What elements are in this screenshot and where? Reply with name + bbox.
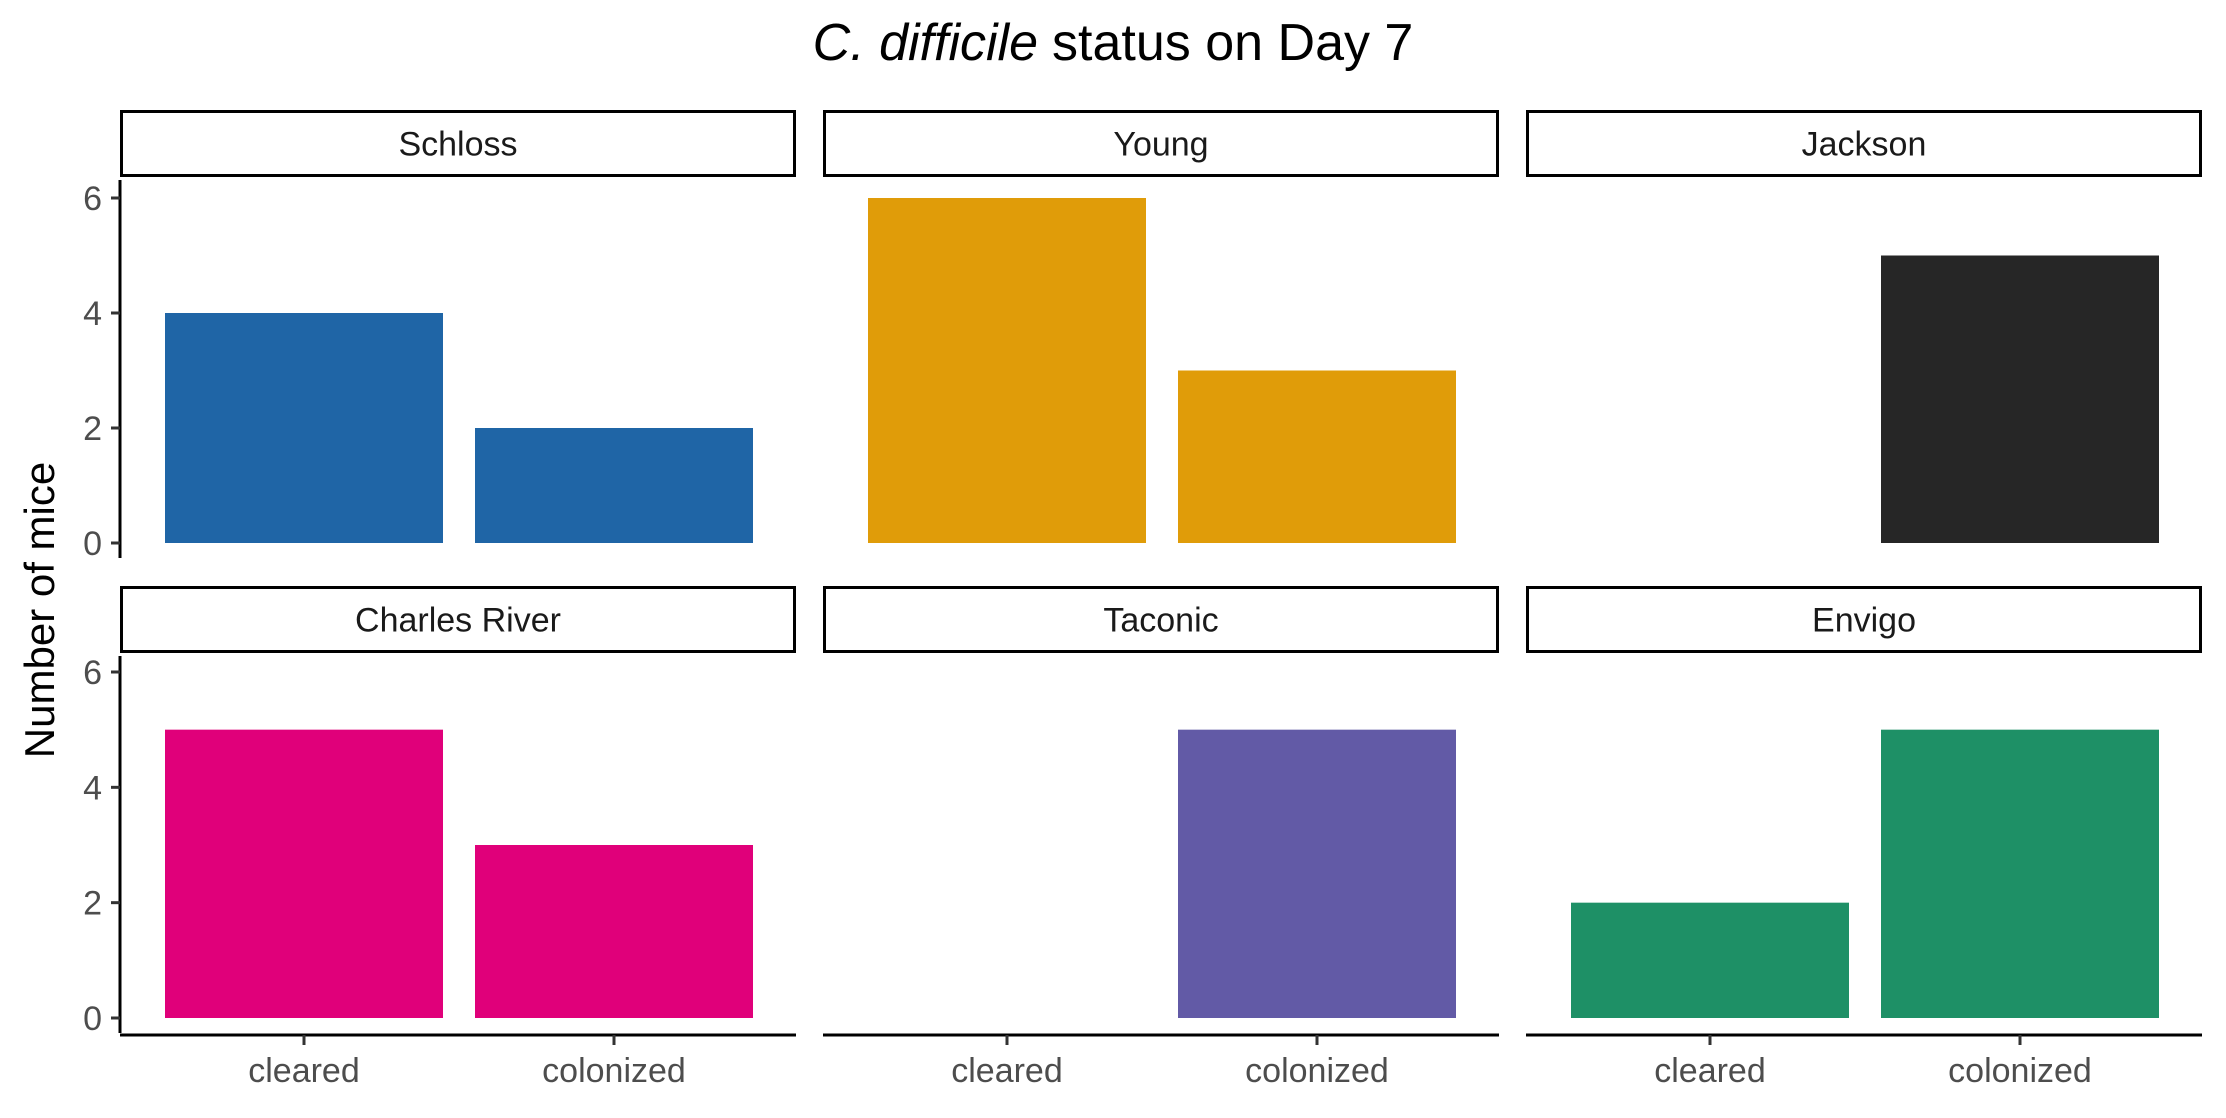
x-tick-label: colonized — [1948, 1052, 2092, 1090]
bar-charles-river-cleared — [165, 729, 443, 1018]
y-tick-label: 2 — [83, 410, 102, 448]
facet-strip-taconic — [823, 586, 1499, 653]
x-tick-label: colonized — [542, 1052, 686, 1090]
x-tick-label: cleared — [951, 1052, 1063, 1090]
chart-title-italic: C. difficile — [813, 14, 1038, 72]
x-tick-label: cleared — [1654, 1052, 1766, 1090]
facet-strip-label-young: Young — [1113, 126, 1208, 164]
y-tick-label: 4 — [83, 295, 102, 333]
x-tick-label: cleared — [248, 1052, 360, 1090]
facet-panels: Schloss 0 2 4 6 Young Jackson Charles River 0 2 4 6… — [83, 110, 2202, 1090]
facet-strip-label-charles-river: Charles River — [355, 602, 561, 640]
bar-young-cleared — [868, 198, 1146, 543]
chart-title-rest: status on Day 7 — [1052, 14, 1413, 72]
y-tick-label: 4 — [83, 769, 102, 807]
facet-envigo: Envigo cleared colonized — [1526, 586, 2202, 1090]
chart-title: C. difficile status on Day 7 — [813, 14, 1414, 72]
facet-schloss: Schloss 0 2 4 6 — [83, 110, 796, 563]
bar-envigo-colonized — [1881, 729, 2159, 1018]
bar-jackson-colonized — [1881, 255, 2159, 543]
facet-taconic: Taconic cleared colonized — [823, 586, 1499, 1090]
bar-charles-river-colonized — [475, 845, 753, 1018]
facet-jackson: Jackson — [1526, 110, 2202, 543]
bar-young-colonized — [1178, 370, 1456, 543]
y-tick-label: 0 — [83, 1000, 102, 1038]
facet-strip-envigo — [1526, 586, 2202, 653]
facet-strip-schloss — [120, 110, 796, 177]
facet-strip-label-jackson: Jackson — [1802, 126, 1927, 164]
facet-strip-label-taconic: Taconic — [1103, 602, 1218, 640]
x-tick-label: colonized — [1245, 1052, 1389, 1090]
y-tick-label: 2 — [83, 885, 102, 923]
facet-strip-charles-river — [120, 586, 796, 653]
y-axis-label: Number of mice — [16, 462, 63, 758]
bar-schloss-colonized — [475, 428, 753, 543]
bar-taconic-colonized — [1178, 729, 1456, 1018]
bar-schloss-cleared — [165, 313, 443, 543]
y-tick-label: 6 — [83, 180, 102, 218]
facet-young: Young — [823, 110, 1499, 543]
facet-strip-label-envigo: Envigo — [1812, 602, 1916, 640]
bar-envigo-cleared — [1571, 902, 1849, 1018]
facet-strip-label-schloss: Schloss — [398, 126, 517, 164]
y-tick-label: 6 — [83, 654, 102, 692]
facet-strip-young — [823, 110, 1499, 177]
y-tick-label: 0 — [83, 525, 102, 563]
facet-charles-river: Charles River 0 2 4 6 cleared colonized — [83, 586, 796, 1090]
facet-strip-jackson — [1526, 110, 2202, 177]
